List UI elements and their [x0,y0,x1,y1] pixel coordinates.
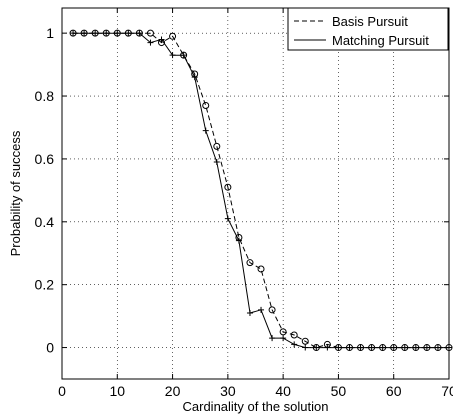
legend: Basis Pursuit Matching Pursuit [287,7,449,51]
data-point [246,309,253,316]
data-point [136,30,143,37]
data-point [70,30,77,37]
y-tick-label: 0.6 [35,151,55,167]
data-point [180,52,187,59]
series-matching-pursuit [70,30,452,351]
x-tick-label: 0 [58,383,66,399]
data-point [324,344,331,351]
x-tick-label: 50 [331,383,347,399]
data-point [390,344,397,351]
data-point [279,328,287,336]
data-point [169,32,177,40]
ticks: 0 10 20 30 40 50 60 70 0 0.2 0.4 0.6 0.8 1 [35,8,453,399]
y-tick-label: 0 [46,340,54,356]
y-tick-label: 1 [46,25,54,41]
data-point [224,215,231,222]
data-point [191,74,198,81]
data-point [202,127,209,134]
x-tick-label: 60 [386,383,402,399]
data-point [434,344,441,351]
y-axis-label: Probability of success [8,130,23,256]
legend-label-1: Basis Pursuit [332,14,408,29]
legend-box [287,7,449,51]
data-point [268,306,276,314]
data-point [269,335,276,342]
x-tick-label: 40 [275,383,291,399]
data-point [81,30,88,37]
data-point [280,335,287,342]
y-tick-label: 0.4 [35,214,55,230]
data-point [224,183,232,191]
data-point [423,344,430,351]
data-point [368,344,375,351]
data-point [202,101,210,109]
data-point [103,30,110,37]
data-point [301,337,309,345]
x-tick-label: 30 [220,383,236,399]
data-point [313,344,320,351]
data-point [379,344,386,351]
series-line [73,32,449,349]
data-point [213,142,221,150]
data-point [147,39,154,46]
data-point [346,344,353,351]
plot-frame [61,7,450,380]
y-tick-label: 0.8 [35,88,55,104]
series-basis-pursuit [69,29,453,352]
series-line [73,32,449,349]
data-point [158,36,165,43]
data-point [335,344,342,351]
data-point [257,265,265,273]
data-point [246,259,254,267]
data-point [258,306,265,313]
data-point [114,30,121,37]
data-point [125,30,132,37]
x-tick-label: 20 [165,383,181,399]
data-point [92,30,99,37]
data-point [291,341,298,348]
data-point [357,344,364,351]
data-point [290,331,298,339]
data-point [412,344,419,351]
y-tick-label: 0.2 [35,277,55,293]
data-point [401,344,408,351]
x-tick-label: 10 [109,383,125,399]
data-point [235,237,242,244]
data-point [213,159,220,166]
data-point [446,344,452,351]
x-axis-label: Cardinality of the solution [183,399,329,414]
series-layer [69,29,453,352]
data-point [146,29,154,37]
data-point [302,344,309,351]
grid [61,8,450,379]
legend-label-2: Matching Pursuit [332,33,429,48]
data-point [169,52,176,59]
x-tick-label: 70 [441,383,453,399]
